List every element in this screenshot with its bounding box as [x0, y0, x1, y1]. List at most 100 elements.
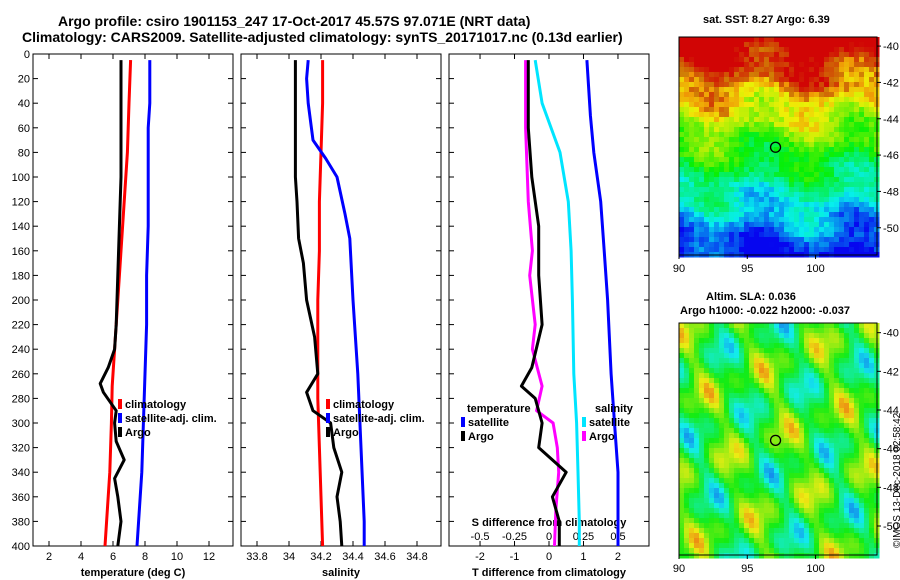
- lon-tick-label: 90: [673, 263, 685, 275]
- legend-label: Argo: [589, 431, 615, 443]
- s-tick-label: -0.25: [502, 531, 527, 543]
- map-frame-3: [678, 36, 878, 256]
- title-line-2: Climatology: CARS2009. Satellite-adjuste…: [22, 29, 623, 45]
- depth-tick-label: 0: [24, 49, 30, 61]
- map-field-3: [679, 37, 880, 258]
- sla-map-subtitle: Argo h1000: -0.022 h2000: -0.037: [680, 305, 850, 317]
- lat-tick-label: -44: [883, 114, 899, 126]
- depth-tick-label: 140: [12, 221, 30, 233]
- x-tick-label: 34.4: [342, 551, 363, 563]
- depth-tick-label: 280: [12, 393, 30, 405]
- legend-label: satellite: [468, 417, 509, 429]
- depth-tick-label: 60: [18, 123, 30, 135]
- sdiff-argo-line: [524, 60, 561, 547]
- legend-swatch: [326, 413, 330, 423]
- lat-tick-label: -42: [883, 77, 899, 89]
- sal-argo-line: [293, 60, 344, 547]
- depth-tick-label: 80: [18, 147, 30, 159]
- legend-swatch: [118, 427, 122, 437]
- legend-label: Argo: [468, 431, 494, 443]
- temp-satellite-line: [135, 60, 152, 547]
- depth-tick-label: 300: [12, 418, 30, 430]
- legend-label: satellite-adj. clim.: [333, 413, 425, 425]
- legend-label: Argo: [125, 427, 151, 439]
- x-tick-label: 33.8: [246, 551, 267, 563]
- x-tick-label: 0: [546, 551, 552, 563]
- legend-swatch: [461, 431, 465, 441]
- legend-swatch: [118, 413, 122, 423]
- x-axis-label-2: salinity: [322, 567, 361, 579]
- depth-tick-label: 40: [18, 98, 30, 110]
- x-tick-label: 8: [142, 551, 148, 563]
- s-diff-axis-label: S difference from climatology: [472, 517, 628, 529]
- sal-climatology-line: [316, 60, 325, 547]
- panel-frame-1: [32, 53, 234, 547]
- depth-tick-label: 260: [12, 369, 30, 381]
- lat-tick-label: -42: [883, 366, 899, 378]
- title-line-1: Argo profile: csiro 1901153_247 17-Oct-2…: [58, 13, 531, 29]
- depth-tick-label: 160: [12, 246, 30, 258]
- x-tick-label: 34: [283, 551, 295, 563]
- depth-tick-label: 200: [12, 295, 30, 307]
- x-axis-label-1: temperature (deg C): [81, 567, 186, 579]
- temp-argo-line: [98, 60, 126, 547]
- x-tick-label: 6: [110, 551, 116, 563]
- lat-tick-label: -48: [883, 482, 899, 494]
- lat-tick-label: -46: [883, 150, 899, 162]
- x-tick-label: 34.6: [374, 551, 395, 563]
- legend-heading-salinity: salinity: [595, 403, 634, 415]
- depth-tick-label: 120: [12, 197, 30, 209]
- map-field-4: [679, 323, 880, 559]
- lat-tick-label: -50: [883, 223, 899, 235]
- s-tick-label: 0: [546, 531, 552, 543]
- legend-label: Argo: [333, 427, 359, 439]
- x-axis-label-3: T difference from climatology: [472, 567, 627, 579]
- depth-tick-label: 320: [12, 443, 30, 455]
- lat-tick-label: -40: [883, 41, 899, 53]
- legend-label: satellite-adj. clim.: [125, 413, 217, 425]
- legend-label: satellite: [589, 417, 630, 429]
- lat-tick-label: -48: [883, 186, 899, 198]
- lat-tick-label: -40: [883, 328, 899, 340]
- tdiff-argo-line: [519, 60, 568, 546]
- x-tick-label: 2: [46, 551, 52, 563]
- lon-tick-label: 90: [673, 563, 685, 575]
- legend-swatch: [326, 427, 330, 437]
- x-tick-label: 34.2: [310, 551, 331, 563]
- legend-swatch: [461, 417, 465, 427]
- x-tick-label: -2: [475, 551, 485, 563]
- lat-tick-label: -46: [883, 444, 899, 456]
- depth-tick-label: 340: [12, 467, 30, 479]
- lat-tick-label: -44: [883, 405, 899, 417]
- x-tick-label: 12: [203, 551, 215, 563]
- depth-tick-label: 380: [12, 516, 30, 528]
- x-tick-label: 4: [78, 551, 84, 563]
- depth-tick-label: 240: [12, 344, 30, 356]
- legend-swatch: [326, 399, 330, 409]
- x-tick-label: 10: [171, 551, 183, 563]
- sal-satellite-line: [305, 59, 366, 546]
- argo-float-marker: [769, 434, 782, 447]
- s-tick-label: -0.5: [471, 531, 490, 543]
- lon-tick-label: 100: [806, 563, 824, 575]
- depth-tick-label: 400: [12, 541, 30, 553]
- map-frame-4: [678, 322, 878, 556]
- legend-swatch: [118, 399, 122, 409]
- depth-tick-label: 180: [12, 270, 30, 282]
- lat-tick-label: -50: [883, 521, 899, 533]
- lon-tick-label: 95: [741, 263, 753, 275]
- legend-swatch: [582, 431, 586, 441]
- x-tick-label: 2: [615, 551, 621, 563]
- x-tick-label: 1: [580, 551, 586, 563]
- sst-map-title: sat. SST: 8.27 Argo: 6.39: [703, 14, 830, 26]
- lon-tick-label: 100: [806, 263, 824, 275]
- lon-tick-label: 95: [741, 563, 753, 575]
- s-tick-label: 0.25: [573, 531, 594, 543]
- sla-map-title: Altim. SLA: 0.036: [706, 291, 796, 303]
- legend-label: climatology: [333, 399, 395, 411]
- depth-tick-label: 220: [12, 320, 30, 332]
- x-tick-label: -1: [510, 551, 520, 563]
- legend-heading-temperature: temperature: [467, 403, 531, 415]
- depth-tick-label: 100: [12, 172, 30, 184]
- tdiff-satellite-line: [585, 60, 620, 546]
